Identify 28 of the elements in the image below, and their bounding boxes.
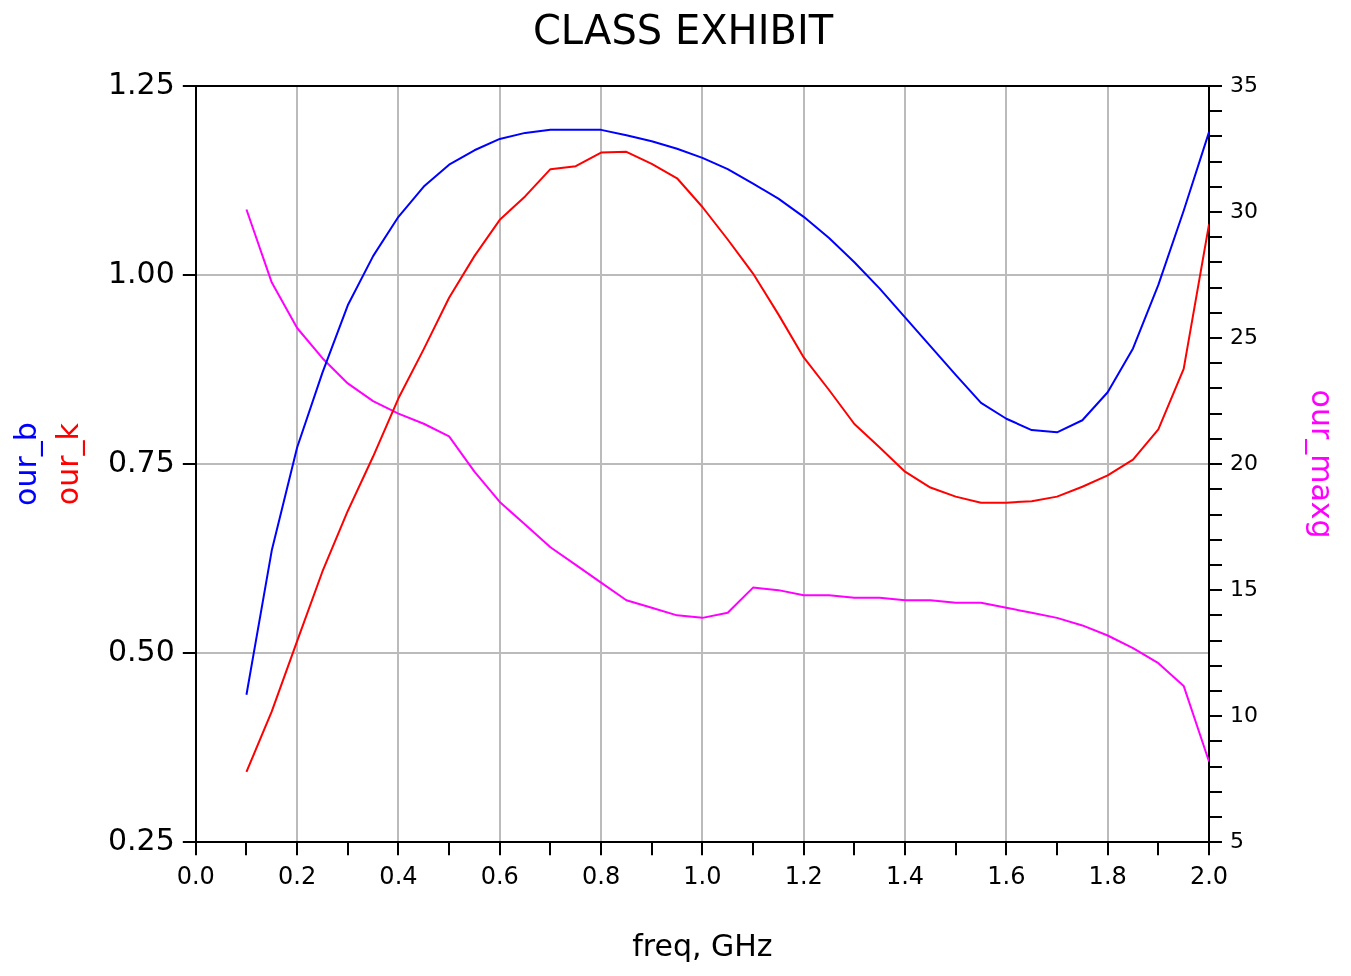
x-tick-label: 0.6 bbox=[480, 861, 519, 890]
text: our_maxg bbox=[1305, 389, 1341, 539]
y2-tick-label: 10 bbox=[1230, 701, 1259, 727]
y2-tick-label: 35 bbox=[1230, 71, 1259, 97]
y2-tick-label: 20 bbox=[1230, 449, 1259, 475]
y-tick-label: 1.00 bbox=[108, 254, 175, 290]
x-tick-label: 1.6 bbox=[987, 861, 1026, 890]
x-axis-title: freq, GHz bbox=[632, 927, 773, 963]
y2-tick-label: 25 bbox=[1230, 323, 1259, 349]
chart-title: CLASS EXHIBIT bbox=[532, 7, 834, 54]
y-tick-label: 0.75 bbox=[108, 443, 175, 479]
text: our_k bbox=[49, 422, 85, 506]
x-tick-label: 0.8 bbox=[581, 861, 621, 890]
x-tick-label: 1.2 bbox=[784, 861, 823, 890]
x-tick-label: 0.2 bbox=[278, 861, 317, 890]
y2-tick-label: 5 bbox=[1230, 827, 1245, 853]
x-tick-label: 0.4 bbox=[379, 861, 418, 890]
x-tick-label: 2.0 bbox=[1189, 861, 1229, 890]
y2-tick-label: 15 bbox=[1230, 575, 1259, 601]
x-tick-label: 1.8 bbox=[1088, 861, 1127, 890]
x-tick-label: 0.0 bbox=[176, 861, 215, 890]
x-tick-label: 1.4 bbox=[885, 861, 925, 890]
y-tick-label: 0.50 bbox=[108, 632, 175, 668]
x-tick-label: 1.0 bbox=[683, 861, 722, 890]
y-tick-label: 1.25 bbox=[108, 65, 175, 101]
y2-tick-label: 30 bbox=[1230, 197, 1259, 223]
text: our_b bbox=[7, 422, 43, 506]
y-tick-label: 0.25 bbox=[108, 822, 175, 857]
